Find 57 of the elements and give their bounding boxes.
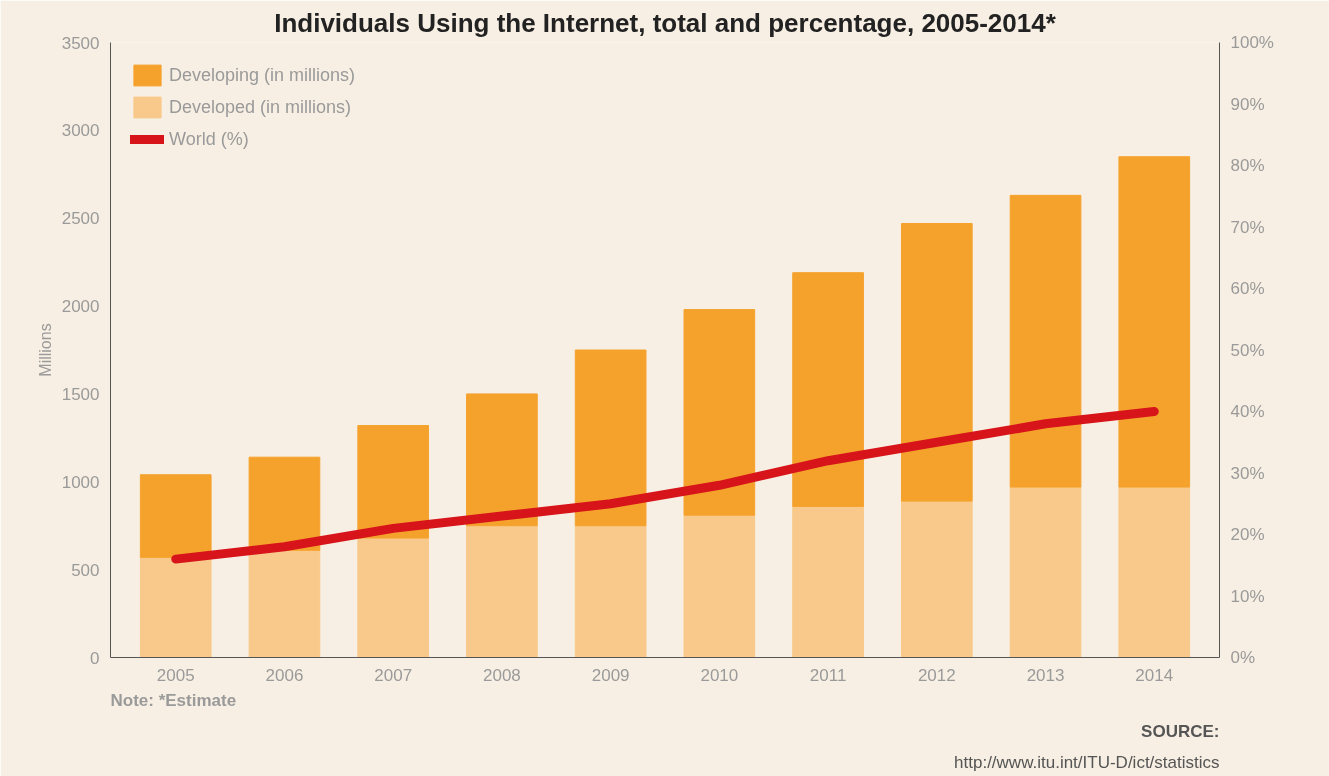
bar (574, 525, 647, 658)
y2-tick-label: 40% (1230, 402, 1265, 421)
y-tick-label: 500 (71, 560, 100, 580)
y-tick-label: 3500 (61, 33, 100, 53)
bar (139, 556, 212, 658)
x-tick-label: 2009 (591, 665, 630, 685)
y-tick-label: 2500 (61, 209, 100, 229)
text: Note: *Estimate (110, 690, 237, 710)
y2-tick-label: 100% (1230, 33, 1274, 52)
y2-tick-label: 60% (1230, 279, 1265, 298)
bar (900, 222, 973, 502)
bar (1009, 194, 1082, 488)
legend-label: World (%) (169, 128, 249, 150)
bar (683, 309, 756, 516)
y-tick-label: 0 (90, 648, 100, 668)
bar (466, 525, 538, 658)
bar (248, 456, 321, 551)
bar (357, 537, 430, 658)
y2-tick-label: 90% (1230, 94, 1265, 114)
source-note: SOURCE: (1141, 721, 1220, 741)
y-tick-label: 2000 (61, 297, 100, 317)
y-tick-label: 3000 (61, 121, 100, 141)
y2-tick-label: 50% (1230, 340, 1265, 360)
x-tick-label: 2013 (1026, 665, 1065, 685)
bar (900, 500, 973, 658)
legend-label: Developed (in millions) (169, 96, 352, 118)
bar (357, 425, 430, 539)
bar (683, 514, 756, 658)
bar (792, 272, 864, 507)
x-tick-label: 2010 (700, 665, 739, 685)
x-tick-label: 2008 (483, 665, 521, 685)
x-tick-label: 2005 (156, 665, 195, 685)
x-tick-label: 2014 (1135, 665, 1174, 685)
legend-label: Developing (in millions) (169, 64, 356, 86)
x-tick-label: 2006 (265, 665, 304, 685)
y2-tick-label: 30% (1230, 463, 1265, 483)
y2-tick-label: 80% (1230, 156, 1265, 175)
y-tick-label: 1500 (61, 384, 100, 404)
text: http://www.itu.int/ITU-D/ict/statistics (954, 752, 1220, 772)
chart-title: Individuals Using the Internet, total and percentage, 2005-2014* (274, 7, 1057, 38)
bar (1118, 156, 1191, 488)
bar (792, 505, 864, 658)
x-tick-label: 2011 (809, 665, 847, 685)
bar (1009, 486, 1082, 658)
y-tick-label: 1000 (61, 472, 100, 492)
y2-tick-label: 10% (1230, 586, 1265, 606)
x-tick-label: 2012 (917, 665, 956, 685)
bar (139, 474, 212, 558)
bar (466, 393, 538, 527)
bar (574, 349, 647, 527)
bar (248, 549, 321, 658)
x-tick-label: 2007 (374, 665, 413, 685)
y2-tick-label: 0% (1230, 648, 1256, 667)
bar (1118, 486, 1191, 658)
y2-tick-label: 70% (1230, 217, 1265, 237)
y2-tick-label: 20% (1230, 525, 1265, 544)
y-axis-title: Millions (36, 323, 54, 377)
